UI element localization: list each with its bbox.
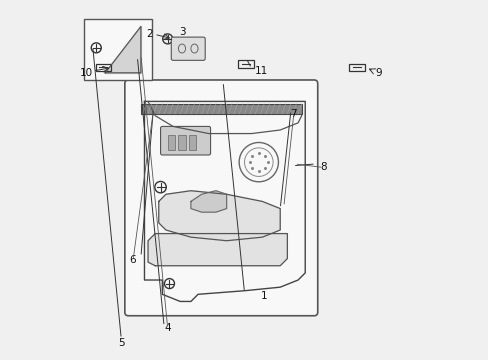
Polygon shape [190, 191, 226, 212]
Polygon shape [159, 191, 280, 241]
Bar [178, 135, 185, 150]
Text: 1: 1 [260, 291, 267, 301]
Text: 11: 11 [255, 66, 268, 76]
Bar [95, 64, 111, 71]
Bar [238, 60, 254, 68]
Bar [189, 135, 196, 150]
Text: 3: 3 [178, 27, 185, 37]
Text: 6: 6 [129, 255, 136, 265]
Bar [167, 135, 175, 150]
Polygon shape [105, 26, 141, 73]
FancyBboxPatch shape [160, 126, 210, 155]
Bar [348, 64, 364, 71]
Text: 7: 7 [290, 109, 297, 119]
Bar [83, 19, 151, 80]
Text: 4: 4 [164, 323, 171, 333]
FancyBboxPatch shape [124, 80, 317, 316]
Text: 5: 5 [118, 338, 124, 347]
Bar [141, 104, 301, 114]
Text: 2: 2 [146, 28, 153, 39]
FancyBboxPatch shape [171, 37, 205, 60]
Text: 10: 10 [80, 68, 93, 78]
Text: 8: 8 [320, 162, 326, 172]
Polygon shape [148, 234, 287, 266]
Text: 9: 9 [374, 68, 381, 78]
